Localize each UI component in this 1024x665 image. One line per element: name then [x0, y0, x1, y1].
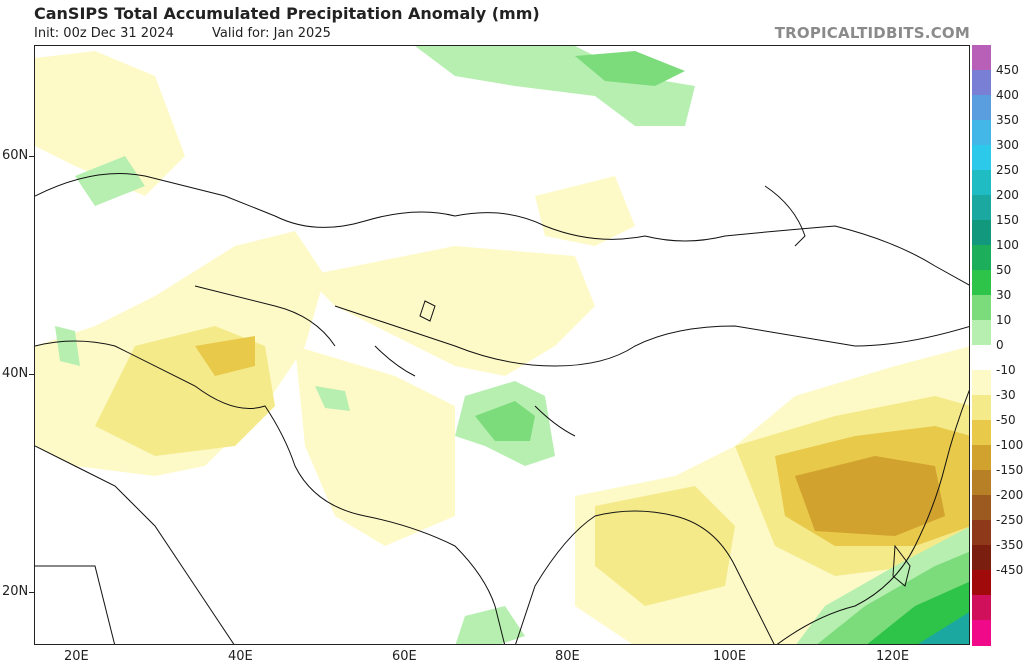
anomaly-shading [35, 46, 969, 644]
colorbar-swatch [972, 370, 991, 396]
colorbar-label: -100 [996, 438, 1024, 452]
colorbar-swatch [972, 545, 991, 571]
colorbar-swatch [972, 570, 991, 596]
lon-label-120e: 120E [876, 649, 910, 664]
lon-label-20e: 20E [64, 649, 89, 664]
colorbar-swatch [972, 220, 991, 246]
colorbar: 450 400 350 300 250 200 150 100 50 30 10 0 -10 -30 -50… [972, 45, 1024, 646]
coastlines-borders [35, 173, 969, 644]
colorbar-label: -200 [996, 488, 1024, 502]
colorbar-swatch [972, 70, 991, 96]
colorbar-label: 100 [996, 238, 1019, 252]
colorbar-label: -30 [996, 388, 1016, 402]
colorbar-label: 50 [996, 263, 1012, 277]
colorbar-label: 10 [996, 313, 1012, 327]
colorbar-swatch [972, 95, 991, 121]
colorbar-label: -450 [996, 563, 1024, 577]
colorbar-swatch [972, 320, 991, 346]
colorbar-label: 300 [996, 138, 1019, 152]
lon-label-100e: 100E [713, 649, 747, 664]
colorbar-label: -10 [996, 363, 1016, 377]
lat-label-60n: 60N [2, 148, 29, 163]
colorbar-label: 200 [996, 188, 1019, 202]
colorbar-label: -350 [996, 538, 1024, 552]
colorbar-swatch [972, 520, 991, 546]
colorbar-swatch [972, 420, 991, 446]
colorbar-label: 30 [996, 288, 1012, 302]
colorbar-swatch [972, 145, 991, 171]
map-title: CanSIPS Total Accumulated Precipitation … [34, 4, 540, 23]
lat-tick [29, 592, 34, 593]
colorbar-label: 150 [996, 213, 1019, 227]
colorbar-swatch [972, 620, 991, 646]
colorbar-label: -50 [996, 413, 1016, 427]
site-brand: TROPICALTIDBITS.COM [774, 24, 970, 42]
lon-label-40e: 40E [228, 649, 253, 664]
lat-tick [29, 374, 34, 375]
colorbar-swatch [972, 470, 991, 496]
colorbar-label: 0 [996, 338, 1004, 352]
lon-label-80e: 80E [555, 649, 580, 664]
lat-label-20n: 20N [2, 584, 29, 599]
lat-tick [29, 156, 34, 157]
colorbar-swatch [972, 445, 991, 471]
valid-time: Valid for: Jan 2025 [212, 26, 331, 41]
colorbar-label: 400 [996, 88, 1019, 102]
colorbar-swatch [972, 270, 991, 296]
colorbar-swatch [972, 170, 991, 196]
colorbar-swatch [972, 345, 991, 371]
colorbar-label: -250 [996, 513, 1024, 527]
colorbar-swatch [972, 295, 991, 321]
colorbar-label: -150 [996, 463, 1024, 477]
precipitation-anomaly-map [34, 45, 970, 645]
colorbar-swatch [972, 195, 991, 221]
lat-label-40n: 40N [2, 366, 29, 381]
colorbar-swatch [972, 120, 991, 146]
colorbar-swatch [972, 595, 991, 621]
colorbar-swatch [972, 395, 991, 421]
init-time: Init: 00z Dec 31 2024 [34, 26, 174, 41]
colorbar-swatch [972, 495, 991, 521]
colorbar-label: 350 [996, 113, 1019, 127]
colorbar-swatch [972, 245, 991, 271]
colorbar-swatch [972, 45, 991, 71]
colorbar-label: 250 [996, 163, 1019, 177]
lon-label-60e: 60E [392, 649, 417, 664]
colorbar-label: 450 [996, 63, 1019, 77]
